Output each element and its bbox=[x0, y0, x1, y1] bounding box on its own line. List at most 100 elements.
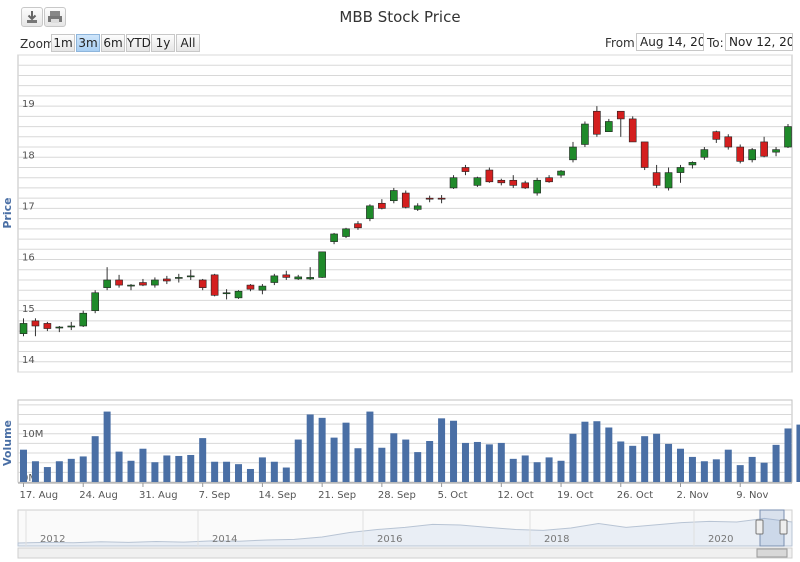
volume-bar bbox=[187, 454, 195, 482]
zoom-button-1m[interactable]: 1m bbox=[51, 34, 75, 52]
candle-body bbox=[688, 162, 697, 166]
navigator-year-label: 2012 bbox=[40, 534, 65, 545]
candle-body bbox=[91, 292, 99, 311]
candle-body bbox=[760, 141, 768, 157]
volume-bar bbox=[617, 441, 625, 482]
candle-body bbox=[401, 192, 410, 208]
download-icon bbox=[27, 11, 37, 23]
candle-body bbox=[748, 149, 756, 161]
volume-bar bbox=[199, 438, 207, 482]
x-tick-label: 19. Oct bbox=[557, 490, 593, 501]
x-tick-label: 28. Sep bbox=[378, 490, 416, 501]
navigator-series bbox=[17, 517, 793, 547]
volume-bar bbox=[20, 449, 27, 482]
navigator-left-handle[interactable] bbox=[755, 519, 764, 535]
volume-bar bbox=[79, 456, 87, 482]
volume-bar bbox=[402, 439, 410, 482]
candle-body bbox=[390, 190, 398, 202]
volume-bar bbox=[318, 417, 326, 482]
download-button[interactable] bbox=[21, 7, 43, 27]
volume-bar bbox=[700, 461, 708, 482]
price-tick-label: 14 bbox=[22, 355, 35, 366]
volume-bar bbox=[246, 468, 254, 482]
candle-body bbox=[127, 284, 135, 287]
volume-bar bbox=[211, 461, 219, 482]
candle-body bbox=[330, 233, 338, 242]
volume-bar bbox=[330, 437, 338, 482]
candle-body bbox=[652, 172, 661, 186]
to-date-input[interactable]: Nov 12, 2020 bbox=[725, 33, 793, 51]
volume-bar bbox=[378, 447, 386, 482]
volume-bar bbox=[223, 461, 231, 482]
candle-body bbox=[485, 169, 494, 183]
volume-bar bbox=[521, 455, 529, 482]
volume-plot-frame bbox=[17, 399, 793, 483]
x-tick-label: 7. Sep bbox=[199, 490, 231, 501]
candle-body bbox=[545, 177, 553, 183]
candle-body bbox=[222, 292, 231, 295]
volume-bar bbox=[736, 465, 744, 482]
volume-bar bbox=[414, 452, 422, 482]
zoom-button-ytd[interactable]: YTD bbox=[126, 34, 151, 52]
volume-bar bbox=[294, 439, 302, 482]
candle-body bbox=[103, 279, 111, 288]
navigator-selection bbox=[759, 509, 785, 547]
x-tick-label: 24. Aug bbox=[79, 490, 118, 501]
candle-body bbox=[664, 172, 673, 189]
price-plot-frame bbox=[17, 54, 793, 373]
volume-bar bbox=[55, 461, 63, 482]
candle-body bbox=[79, 312, 88, 327]
volume-bar bbox=[175, 455, 183, 482]
candle-body bbox=[784, 126, 792, 148]
x-tick-label: 9. Nov bbox=[736, 490, 768, 501]
volume-bar bbox=[450, 420, 458, 482]
volume-bar bbox=[533, 462, 541, 482]
zoom-button-6m[interactable]: 6m bbox=[101, 34, 125, 52]
from-label: From: bbox=[605, 36, 639, 50]
x-tick-label: 5. Oct bbox=[438, 490, 468, 501]
x-tick-label: 21. Sep bbox=[318, 490, 356, 501]
volume-bar bbox=[163, 455, 171, 482]
candle-body bbox=[605, 121, 613, 132]
candle-body bbox=[294, 276, 303, 280]
candle-body bbox=[581, 123, 589, 145]
volume-bar bbox=[31, 461, 39, 482]
volume-bar bbox=[103, 411, 111, 482]
navigator-year-label: 2016 bbox=[377, 534, 402, 545]
candle-body bbox=[449, 177, 458, 189]
x-tick-label: 26. Oct bbox=[617, 490, 653, 501]
volume-bar bbox=[748, 456, 756, 482]
scrollbar-track bbox=[17, 547, 793, 559]
candle-body bbox=[425, 197, 434, 200]
volume-bar bbox=[593, 421, 601, 482]
candle-body bbox=[186, 275, 195, 278]
candle-body bbox=[533, 179, 541, 194]
navigator-year-label: 2020 bbox=[708, 534, 733, 545]
volume-bar bbox=[485, 444, 493, 482]
candle-body bbox=[521, 182, 530, 189]
zoom-button-1y[interactable]: 1y bbox=[151, 34, 175, 52]
candle-body bbox=[246, 284, 255, 290]
price-tick-label: 19 bbox=[22, 99, 35, 110]
scrollbar-thumb[interactable] bbox=[756, 548, 788, 558]
volume-bar bbox=[676, 448, 684, 482]
candle-body bbox=[473, 177, 482, 186]
volume-bar bbox=[282, 467, 290, 482]
volume-bar bbox=[306, 414, 314, 482]
from-date-input[interactable]: Aug 14, 2020 bbox=[636, 33, 704, 51]
zoom-button-3m[interactable]: 3m bbox=[76, 34, 100, 52]
zoom-button-all[interactable]: All bbox=[176, 34, 200, 52]
volume-bar bbox=[151, 462, 159, 482]
x-tick-label: 31. Aug bbox=[139, 490, 178, 501]
volume-bar bbox=[653, 433, 661, 482]
volume-bar bbox=[796, 424, 800, 482]
volume-bar bbox=[127, 460, 135, 482]
print-button[interactable] bbox=[44, 7, 66, 27]
candle-body bbox=[593, 110, 601, 135]
x-tick-label: 2. Nov bbox=[676, 490, 708, 501]
navigator-right-handle[interactable] bbox=[779, 519, 788, 535]
volume-bar bbox=[426, 441, 434, 482]
volume-bar bbox=[641, 436, 649, 482]
volume-bar bbox=[665, 443, 673, 482]
